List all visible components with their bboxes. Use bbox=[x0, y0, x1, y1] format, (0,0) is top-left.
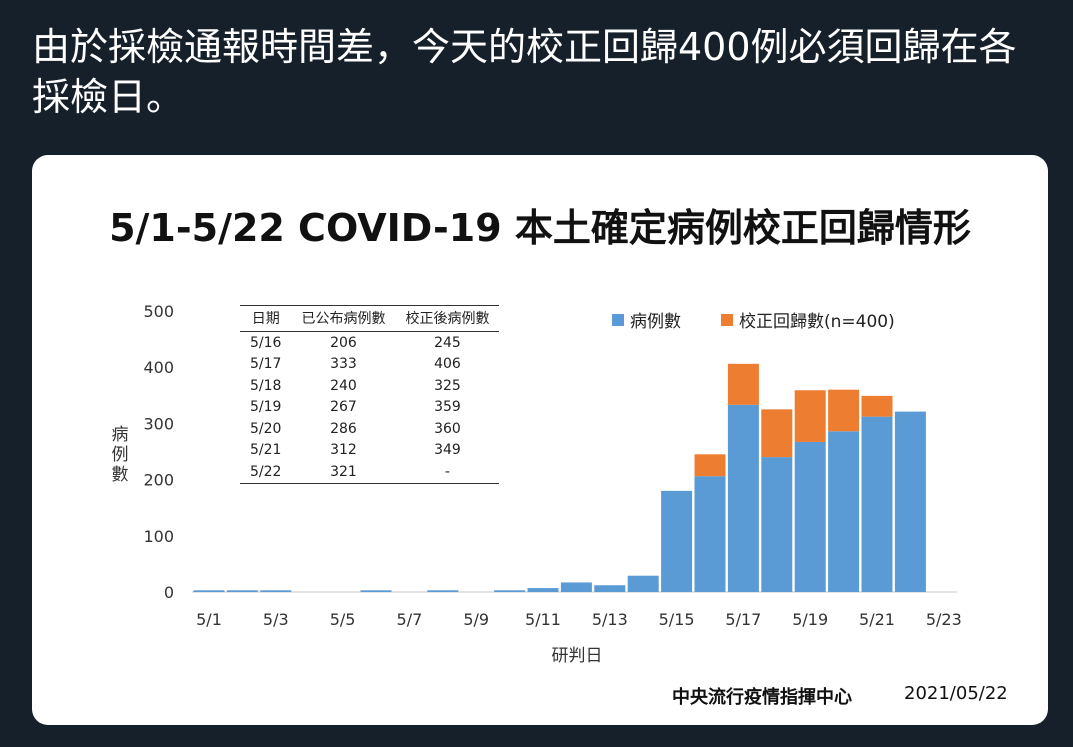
table-cell: 206 bbox=[330, 334, 357, 351]
table-cell: 267 bbox=[330, 399, 357, 416]
bar-cases bbox=[694, 476, 726, 592]
bar-backlog bbox=[861, 395, 893, 417]
x-tick-label: 5/7 bbox=[397, 610, 423, 629]
table-cell: 5/20 bbox=[250, 420, 282, 437]
y-tick-label: 200 bbox=[143, 471, 174, 490]
table-cell: 359 bbox=[434, 399, 461, 416]
table-cell: 360 bbox=[434, 420, 461, 437]
table-cell: 5/18 bbox=[250, 377, 282, 394]
bar-cases bbox=[661, 490, 693, 592]
table-cell: 333 bbox=[330, 356, 357, 373]
bar-backlog bbox=[828, 389, 860, 432]
x-tick-label: 5/13 bbox=[592, 610, 628, 629]
table-row: 5/16 206 245 bbox=[240, 332, 499, 354]
x-tick-label: 5/19 bbox=[792, 610, 828, 629]
y-tick-label: 500 bbox=[143, 302, 174, 321]
legend-item-cases: 病例數 bbox=[612, 307, 681, 332]
bar-cases bbox=[894, 411, 926, 592]
legend-swatch-backlog bbox=[721, 313, 733, 326]
legend-item-backlog: 校正回歸數(n=400) bbox=[721, 307, 895, 332]
bar-cases bbox=[594, 585, 626, 592]
bar-backlog bbox=[761, 409, 793, 458]
table-row: 5/21 312 349 bbox=[240, 440, 499, 462]
table-cell: 406 bbox=[434, 356, 461, 373]
table-cell: 240 bbox=[330, 377, 357, 394]
y-tick-label: 100 bbox=[143, 527, 174, 546]
bar-cases bbox=[627, 575, 659, 592]
bar-backlog bbox=[794, 390, 826, 442]
table-cell: 286 bbox=[330, 420, 357, 437]
bar-cases bbox=[193, 590, 225, 592]
table-cell: 5/19 bbox=[250, 399, 282, 416]
legend-swatch-cases bbox=[612, 313, 624, 326]
table-cell: 349 bbox=[434, 442, 461, 459]
x-tick-label: 5/11 bbox=[525, 610, 561, 629]
bar-cases bbox=[727, 404, 759, 592]
table-row: 5/19 267 359 bbox=[240, 397, 499, 419]
table-cell: 325 bbox=[434, 377, 461, 394]
bar-cases bbox=[560, 582, 592, 592]
x-tick-label: 5/21 bbox=[859, 610, 895, 629]
x-tick-label: 5/15 bbox=[659, 610, 695, 629]
tweet-text: 由於採檢通報時間差，今天的校正回歸400例必須回歸在各採檢日。 bbox=[32, 25, 1017, 119]
table-row: 5/17 333 406 bbox=[240, 354, 499, 376]
chart-title: 5/1-5/22 COVID-19 本土確定病例校正回歸情形 bbox=[109, 206, 971, 250]
y-axis-label: 病例數 bbox=[111, 425, 129, 485]
bar-cases bbox=[794, 441, 826, 592]
bar-cases bbox=[527, 588, 559, 592]
legend-label-cases: 病例數 bbox=[630, 312, 681, 332]
bar-backlog bbox=[727, 363, 759, 405]
y-tick-label: 400 bbox=[143, 358, 174, 377]
table-header: 日期 bbox=[240, 305, 292, 332]
bar-cases bbox=[260, 590, 292, 592]
y-tick-label: 300 bbox=[143, 414, 174, 433]
source-label: 中央流行疫情指揮中心 bbox=[672, 687, 852, 708]
table-row: 5/20 286 360 bbox=[240, 418, 499, 440]
data-table: 日期 已公布病例數 校正後病例數 5/16 206 245 5/17 333 4… bbox=[240, 305, 500, 484]
bar-cases bbox=[494, 590, 526, 592]
table-header: 已公布病例數 bbox=[291, 305, 396, 332]
y-tick-label: 0 bbox=[164, 583, 174, 602]
table-cell: - bbox=[395, 461, 500, 484]
x-tick-label: 5/9 bbox=[463, 610, 489, 629]
table-header-row: 日期 已公布病例數 校正後病例數 bbox=[240, 305, 500, 332]
x-tick-label: 5/23 bbox=[926, 610, 962, 629]
bar-cases bbox=[828, 431, 860, 592]
x-tick-label: 5/17 bbox=[725, 610, 761, 629]
bar-cases bbox=[360, 590, 392, 592]
table-row: 5/22 321 - bbox=[240, 461, 500, 484]
bar-backlog bbox=[694, 454, 726, 477]
table-cell: 5/22 bbox=[240, 461, 292, 484]
table-row: 5/18 240 325 bbox=[240, 375, 499, 397]
legend-label-backlog: 校正回歸數(n=400) bbox=[739, 312, 895, 332]
x-axis-label: 研判日 bbox=[551, 646, 603, 666]
chart-plot: 0 100 200 300 400 500 5/1 5/3 5/5 5/7 5/9 5/11 5/13 5… bbox=[143, 302, 962, 629]
bar-cases bbox=[861, 416, 893, 592]
table-cell: 245 bbox=[434, 334, 461, 351]
table-cell: 321 bbox=[291, 461, 396, 484]
chart-image-card[interactable]: 0 100 200 300 400 500 5/1 5/3 5/5 5/7 5/9 5/11 5/13 5… bbox=[32, 155, 1048, 725]
table-cell: 5/21 bbox=[250, 442, 282, 459]
x-tick-label: 5/1 bbox=[196, 610, 222, 629]
table-cell: 312 bbox=[330, 442, 357, 459]
table-cell: 5/17 bbox=[250, 356, 282, 373]
bar-cases bbox=[226, 590, 258, 592]
date-label: 2021/05/22 bbox=[904, 683, 1008, 704]
bar-cases bbox=[761, 457, 793, 592]
table-cell: 5/16 bbox=[250, 334, 282, 351]
chart-legend: 病例數 校正回歸數(n=400) bbox=[612, 307, 895, 332]
x-tick-label: 5/5 bbox=[330, 610, 356, 629]
x-tick-label: 5/3 bbox=[263, 610, 289, 629]
bar-cases bbox=[427, 590, 459, 592]
table-header: 校正後病例數 bbox=[395, 305, 500, 332]
